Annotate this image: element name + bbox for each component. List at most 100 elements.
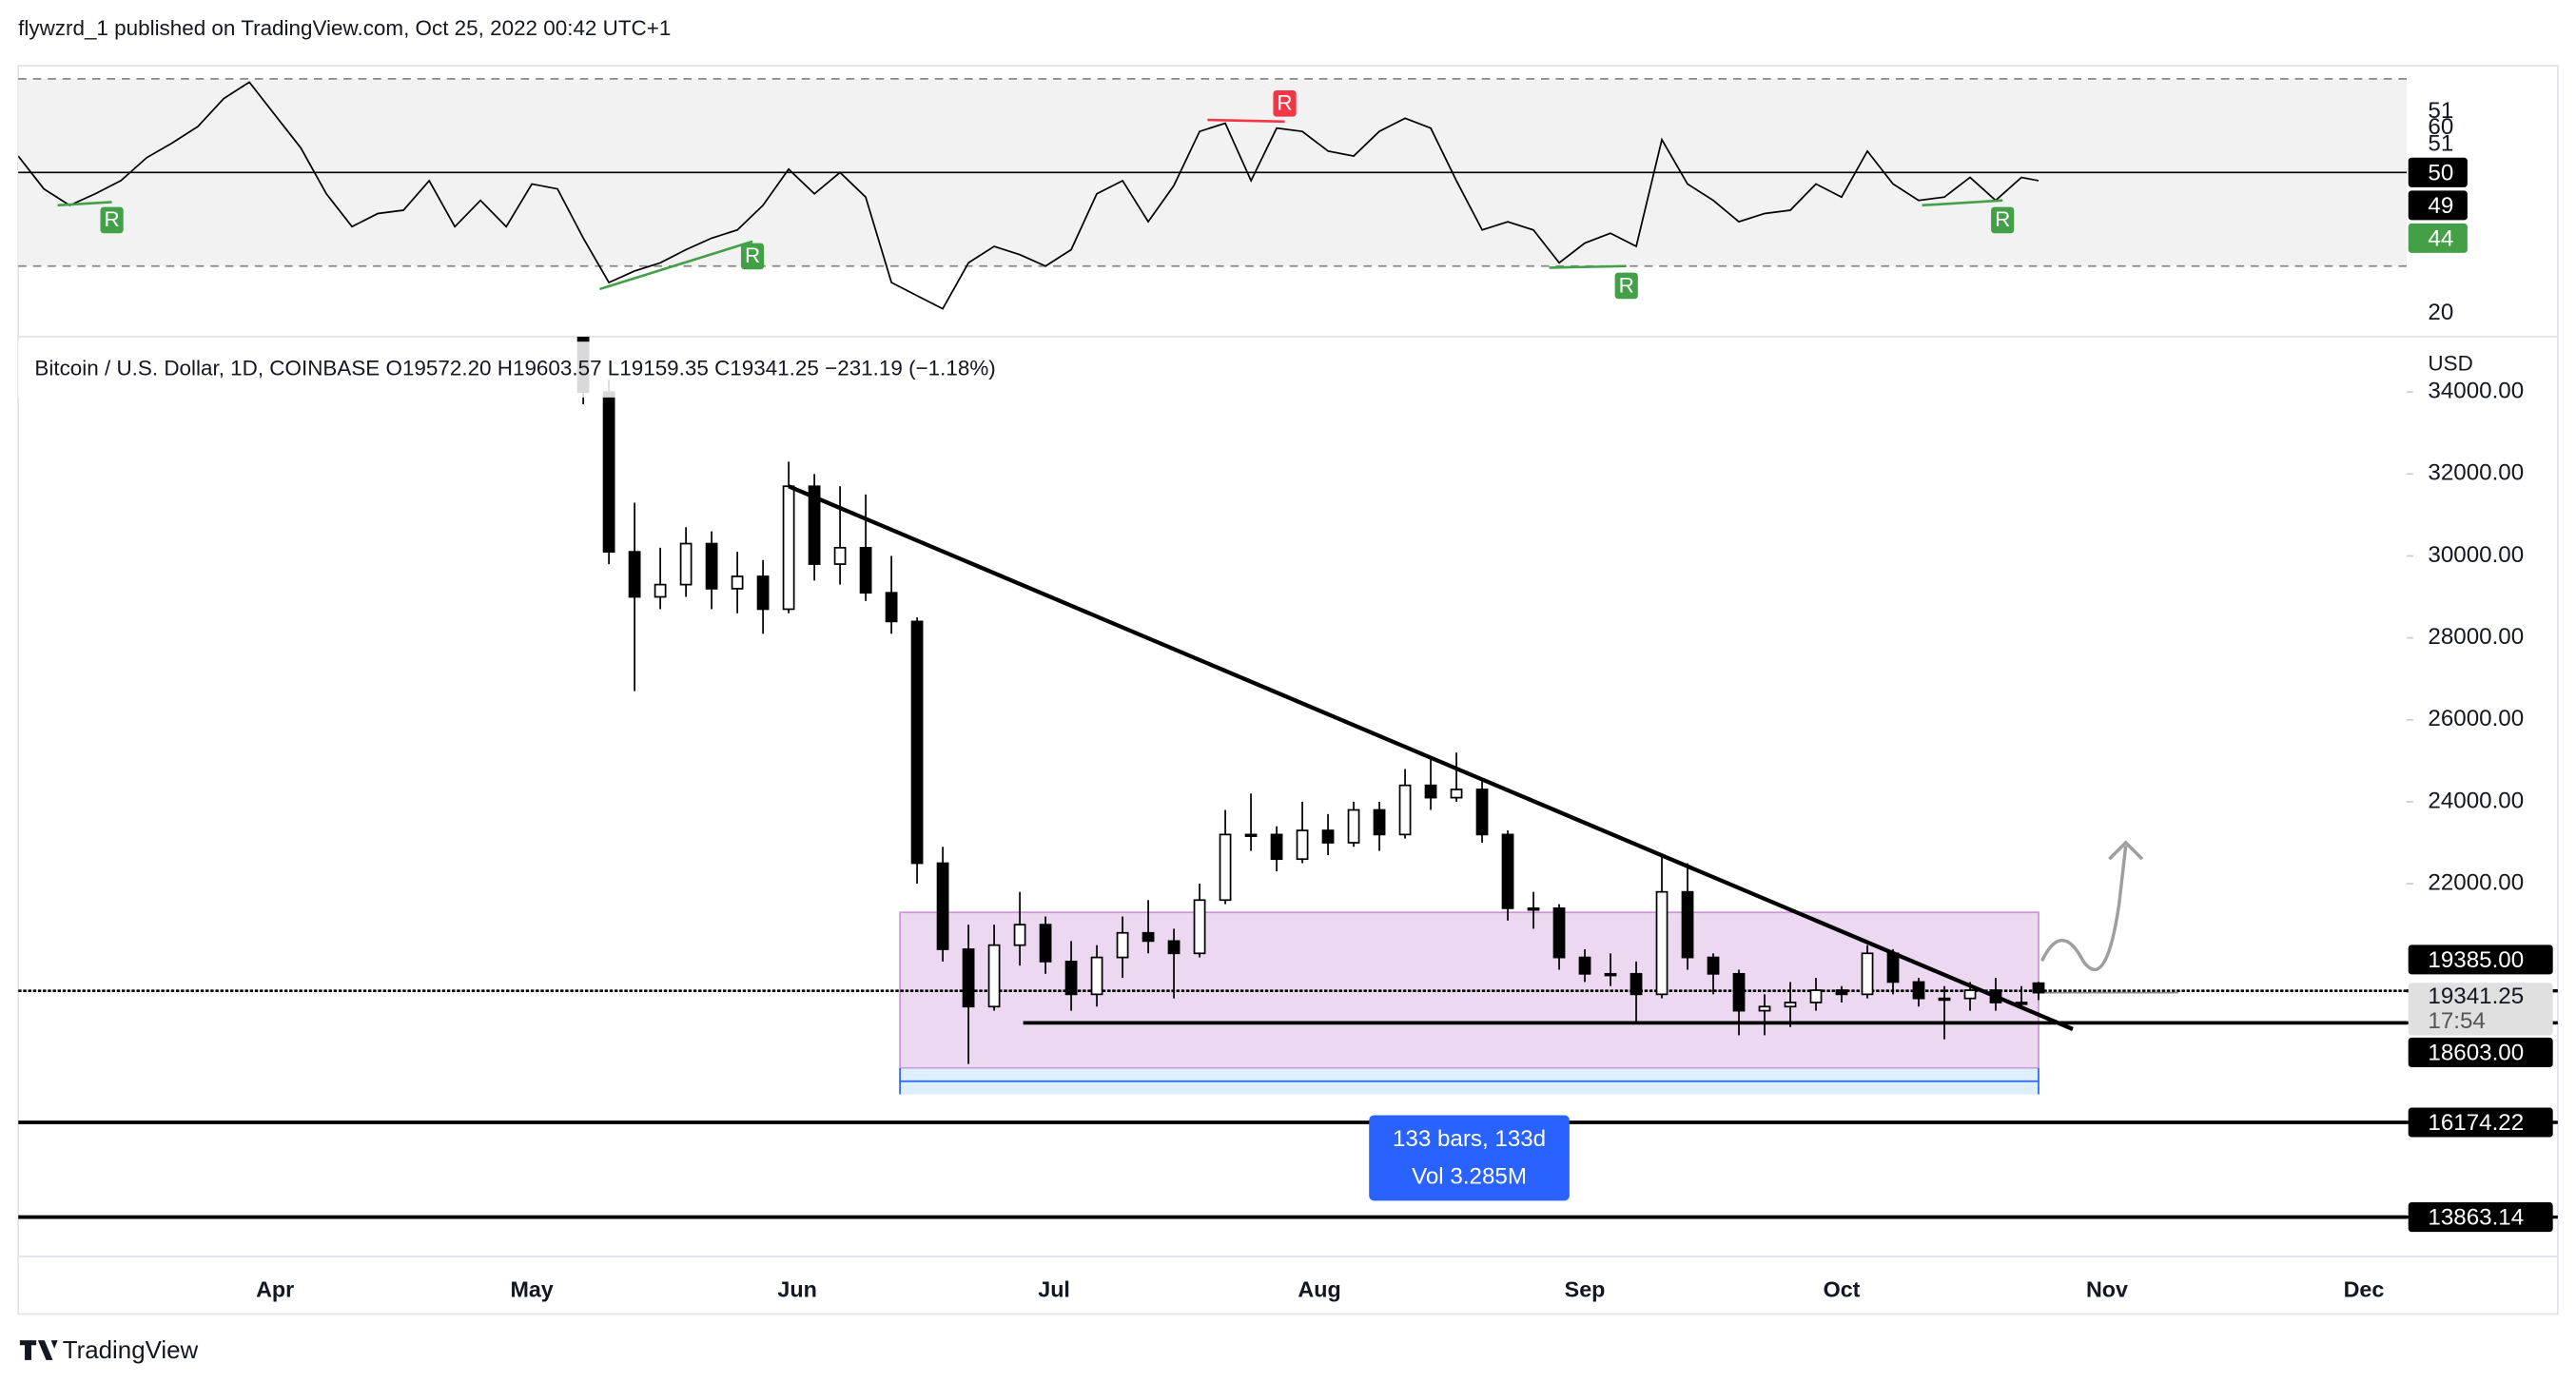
divergence-marker — [1273, 89, 1297, 117]
x-tick-label: Jul — [1038, 1276, 1070, 1301]
legend-bg — [18, 341, 1136, 398]
divergence-line — [599, 240, 753, 291]
osc-axis-label: 44 — [2428, 226, 2453, 252]
divergence-label: R — [1277, 91, 1292, 115]
candle-body — [1681, 890, 1694, 959]
candle-body — [654, 583, 667, 598]
candle-body — [1758, 1005, 1771, 1012]
candle-body — [1039, 924, 1052, 963]
candle-body — [1219, 833, 1232, 902]
publisher-line: flywzrd_1 published on TradingView.com, … — [18, 16, 671, 40]
measure-volume: Vol 3.285M — [1412, 1164, 1527, 1190]
candle-body — [1655, 890, 1669, 996]
trendline — [788, 484, 2074, 1031]
y-tick-label: 24000.00 — [2428, 788, 2524, 813]
oscillator-line — [18, 81, 2039, 310]
divergence-line — [1207, 118, 1285, 124]
candle-body — [1116, 931, 1129, 959]
candle-body — [731, 575, 744, 590]
projection-arrow — [2040, 840, 2144, 972]
candle-body — [885, 592, 898, 623]
divergence-line — [1922, 199, 2003, 207]
candle-body — [1963, 989, 1977, 1000]
candle-body — [1373, 808, 1386, 836]
level-label-box — [2408, 1202, 2553, 1233]
candle-body — [1784, 1002, 1797, 1008]
candle-body — [962, 948, 975, 1008]
candle-body — [1809, 989, 1823, 1003]
divergence-marker — [1991, 206, 2015, 234]
candle-body — [782, 485, 795, 611]
level-label: 19385.00 — [2428, 947, 2524, 973]
x-tick-label: Dec — [2344, 1276, 2385, 1301]
osc-label-box — [2408, 190, 2468, 221]
candle-body — [1578, 956, 1591, 975]
level-label-box — [2408, 1107, 2553, 1138]
candle-body — [1142, 931, 1155, 943]
divergence-label: R — [104, 207, 119, 231]
x-tick-label: May — [510, 1276, 553, 1301]
x-tick-label: Apr — [256, 1276, 294, 1301]
candle-body — [1630, 972, 1643, 996]
candle-body — [602, 391, 615, 554]
level-label-box — [2408, 1037, 2553, 1068]
divergence-marker — [1614, 272, 1638, 300]
osc-axis-label: 49 — [2428, 193, 2453, 219]
level-label: 16174.22 — [2428, 1110, 2524, 1136]
candle-body — [1424, 784, 1437, 799]
osc-axis-label: 60 — [2428, 114, 2453, 140]
candle-body — [1835, 989, 1848, 996]
candle-body — [679, 542, 693, 586]
candle-body — [1244, 833, 1258, 837]
candle-body — [1912, 981, 1925, 1000]
osc-label-box — [2408, 223, 2468, 253]
candle-body — [1707, 956, 1720, 975]
divergence-line — [57, 201, 112, 207]
candle-body — [833, 546, 847, 565]
candle-body — [628, 551, 641, 598]
candle-body — [1193, 899, 1206, 955]
candle-body — [705, 542, 718, 590]
price-pane — [18, 337, 2407, 1219]
candle-body — [1938, 997, 1951, 1002]
candle-body — [910, 620, 924, 865]
x-tick-label: Oct — [1824, 1276, 1861, 1301]
symbol-legend: Bitcoin / U.S. Dollar, 1D, COINBASE O195… — [34, 356, 995, 380]
osc-label-box — [2408, 157, 2468, 187]
candle-body — [1167, 940, 1181, 955]
candle-body — [808, 485, 821, 565]
candle-body — [1527, 907, 1540, 911]
candle-body — [936, 862, 949, 950]
divergence-marker — [740, 243, 765, 270]
candle-body — [1296, 829, 1309, 861]
candle-body — [1064, 961, 1078, 996]
candle-body — [2032, 982, 2045, 994]
candle-body — [1347, 808, 1360, 844]
x-tick-label: Jun — [777, 1276, 816, 1301]
y-tick-label: 26000.00 — [2428, 706, 2524, 731]
candle-body — [1450, 789, 1463, 799]
measure-label: 133 bars, 133d — [1393, 1126, 1546, 1152]
candle-body — [1475, 789, 1489, 836]
candle-body — [1090, 956, 1103, 996]
brand: TradingView — [63, 1337, 199, 1364]
candle-body — [1732, 972, 1746, 1012]
x-tick-label: Aug — [1298, 1276, 1340, 1301]
brand-logo — [19, 1340, 58, 1360]
x-tick-label: Sep — [1565, 1276, 1606, 1301]
level-label-box — [2408, 945, 2553, 975]
osc-axis-label: 50 — [2428, 160, 2453, 185]
candle-body — [859, 546, 872, 594]
osc-axis-label: 51 — [2428, 130, 2453, 156]
divergence-label: R — [745, 243, 760, 267]
y-tick-label: 30000.00 — [2428, 542, 2524, 568]
measure-label-box — [1369, 1115, 1570, 1201]
candle-body — [987, 944, 1001, 1008]
candle-body — [1604, 972, 1617, 977]
osc-axis-label: 51 — [2428, 98, 2453, 124]
x-tick-label: Nov — [2086, 1276, 2128, 1301]
candle-body — [1501, 833, 1514, 909]
candle-body — [1013, 924, 1026, 946]
